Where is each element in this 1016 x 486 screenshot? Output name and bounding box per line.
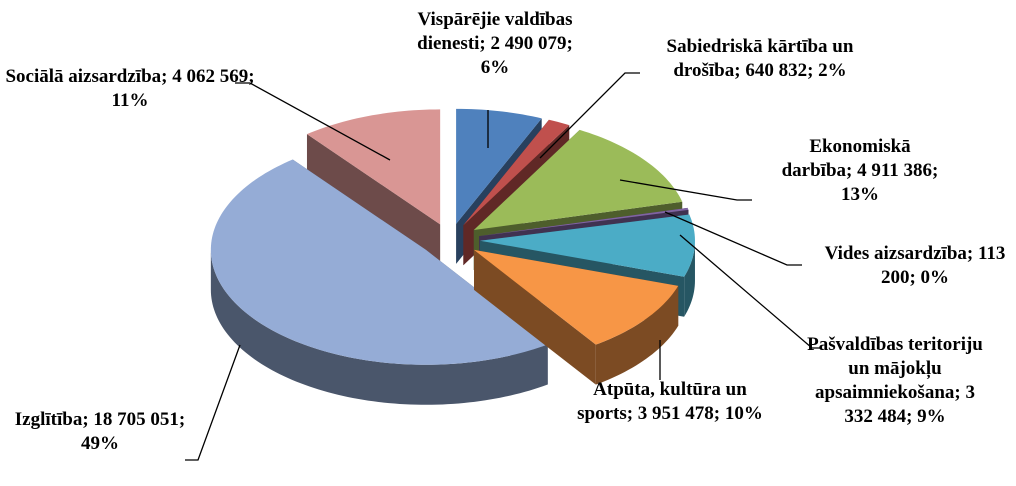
slice-side bbox=[474, 249, 596, 385]
slice bbox=[473, 129, 683, 230]
slice-side bbox=[684, 240, 695, 317]
data-label: Ekonomiskā darbība; 4 911 386; 13% bbox=[781, 136, 939, 205]
slice bbox=[210, 159, 548, 365]
leader-line bbox=[664, 211, 802, 266]
slice-side bbox=[595, 285, 679, 385]
leader-line bbox=[235, 82, 391, 161]
data-label: Sociālā aizsardzība; 4 062 569; 11% bbox=[5, 66, 255, 111]
data-label: Atpūta, kultūra un sports; 3 951 478; 10… bbox=[577, 379, 763, 424]
slice bbox=[463, 119, 570, 226]
slice bbox=[456, 108, 542, 224]
slice bbox=[479, 207, 689, 237]
data-label: Izglītība; 18 705 051; 49% bbox=[14, 409, 186, 454]
slice bbox=[474, 249, 679, 345]
leader-line bbox=[619, 179, 752, 201]
data-label: Vides aizsardzība; 113 200; 0% bbox=[824, 243, 1006, 288]
leader-line bbox=[679, 234, 822, 349]
slice-side bbox=[306, 134, 441, 265]
data-label: Sabiedriskā kārtība un drošība; 640 832;… bbox=[666, 36, 854, 81]
slice bbox=[479, 214, 695, 277]
leader-line bbox=[185, 344, 241, 461]
leader-line bbox=[539, 72, 640, 159]
slice bbox=[306, 109, 441, 225]
data-label: Vispārējie valdības dienesti; 2 490 079;… bbox=[417, 9, 573, 78]
data-label: Pašvaldības teritoriju un mājokļu apsaim… bbox=[807, 334, 983, 427]
slice-side bbox=[210, 249, 548, 405]
